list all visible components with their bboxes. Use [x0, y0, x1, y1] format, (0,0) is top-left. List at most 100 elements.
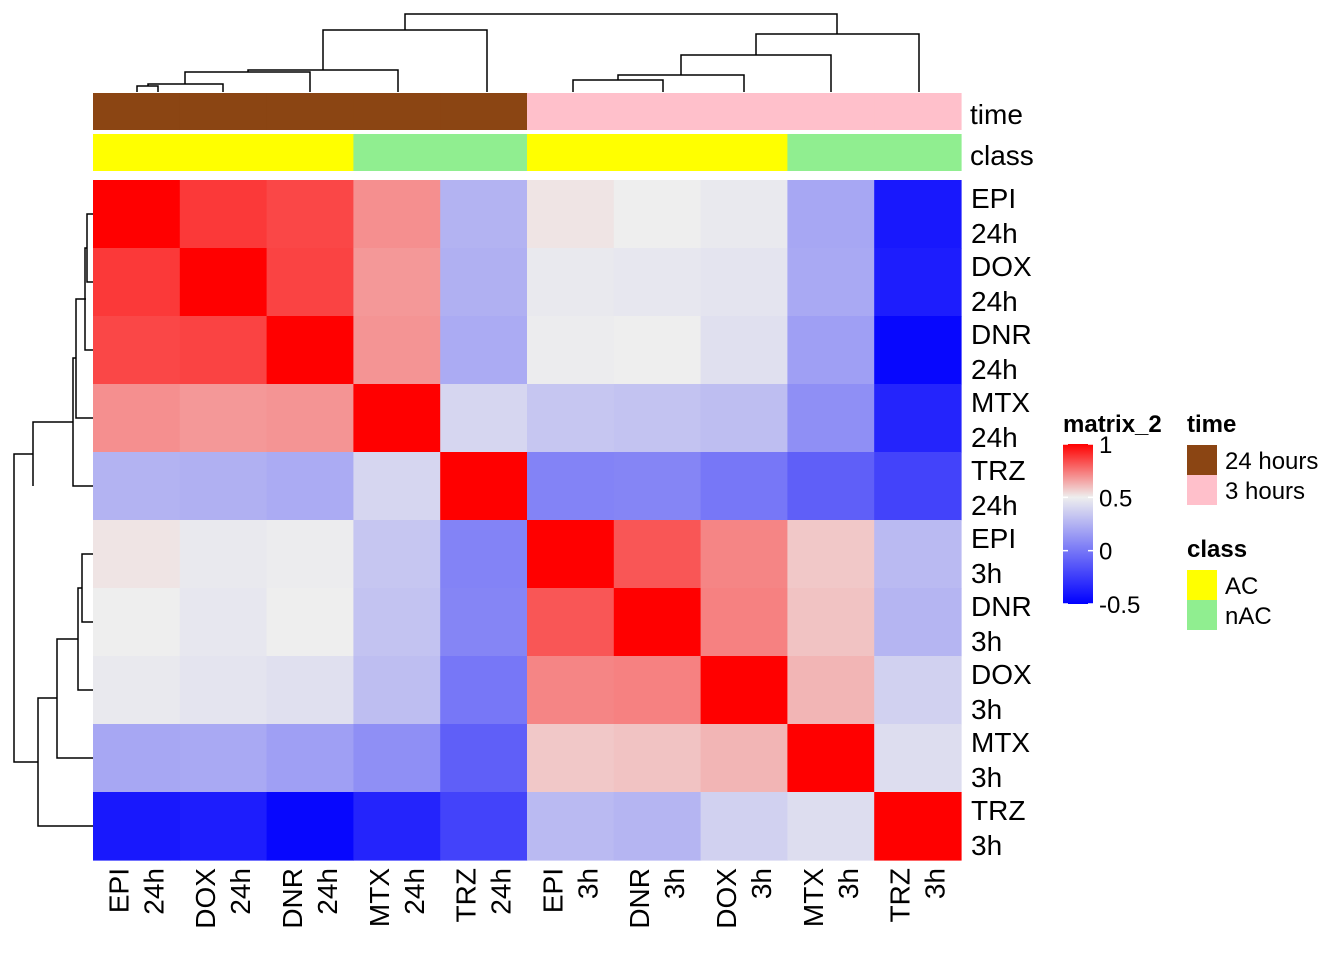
heatmap-cell	[179, 384, 268, 453]
dendrogram-branch	[136, 85, 159, 92]
heatmap-cell	[613, 452, 702, 521]
heatmap-cell	[179, 792, 268, 861]
heatmap-cell	[613, 792, 702, 861]
heatmap-cell	[700, 588, 788, 657]
dendrogram-branch	[755, 33, 920, 92]
column-label: 3h	[572, 868, 603, 899]
heatmap-cell	[613, 316, 702, 385]
heatmap-cell	[440, 656, 528, 725]
heatmap-cell	[700, 384, 788, 453]
heatmap-cell	[700, 316, 788, 385]
dendrogram-branch	[81, 553, 93, 623]
time-annotation-cell	[440, 93, 528, 130]
heatmap-cell	[266, 180, 354, 249]
heatmap-cell	[527, 724, 615, 793]
column-label: DNR	[624, 868, 655, 929]
row-label: 3h	[971, 558, 1002, 589]
heatmap-cell	[440, 180, 528, 249]
dendrogram-branch	[680, 54, 832, 92]
heatmap-cell	[613, 180, 702, 249]
dendrogram-branch	[184, 71, 311, 92]
dendrogram-branch	[572, 79, 664, 92]
heatmap-cell	[179, 724, 268, 793]
heatmap-cell	[353, 724, 441, 793]
dendrogram-branch	[404, 13, 838, 34]
heatmap-cell	[874, 384, 962, 453]
heatmap-cell	[266, 520, 354, 589]
time-legend-title: time	[1187, 411, 1236, 438]
column-label: 24h	[312, 868, 343, 915]
heatmap-cell	[527, 792, 615, 861]
row-label: 24h	[971, 422, 1018, 453]
legend-label: nAC	[1225, 603, 1272, 630]
heatmap-cell	[787, 724, 875, 793]
heatmap-cell	[787, 520, 875, 589]
row-label: 3h	[971, 694, 1002, 725]
column-dendrogram	[136, 13, 920, 92]
heatmap-cell	[93, 452, 181, 521]
heatmap-cell	[266, 792, 354, 861]
class-annotation-cell	[93, 134, 181, 171]
heatmap-cell	[266, 384, 354, 453]
heatmap-cell	[93, 180, 181, 249]
heatmap-cell	[613, 520, 702, 589]
column-labels: EPI 24h DOX 24h DNR 24h MTX 24h TRZ 24h EPI 3h DNR 3h…	[103, 868, 950, 929]
heatmap-cell	[787, 792, 875, 861]
row-label: 24h	[971, 218, 1018, 249]
time-annotation-cell	[527, 93, 615, 130]
class-annotation-cell	[179, 134, 268, 171]
heatmap-cell	[787, 248, 875, 317]
column-label: 3h	[920, 868, 951, 899]
dendrogram-branch	[32, 421, 73, 486]
heatmap-cell	[93, 792, 181, 861]
heatmap-cell	[179, 520, 268, 589]
column-label: MTX	[364, 868, 395, 927]
class-annotation-cell	[266, 134, 354, 171]
heatmap-cell	[787, 316, 875, 385]
heatmap-cell	[266, 656, 354, 725]
heatmap-cell	[700, 724, 788, 793]
heatmap-cell	[874, 180, 962, 249]
scale-tick-label: 0	[1099, 539, 1112, 566]
heatmap-cell	[179, 656, 268, 725]
dendrogram-branch	[84, 247, 93, 351]
dendrogram-branch	[77, 587, 93, 691]
heatmap-cell	[527, 452, 615, 521]
heatmap-cell	[613, 656, 702, 725]
heatmap-cell	[266, 248, 354, 317]
column-label: 24h	[486, 868, 517, 915]
heatmap-cell	[266, 588, 354, 657]
heatmap-cell	[527, 316, 615, 385]
dendrogram-branch	[37, 697, 93, 827]
column-label: 24h	[225, 868, 256, 915]
dendrogram-branch	[147, 83, 224, 92]
dendrogram-branch	[56, 638, 93, 759]
row-label: DOX	[971, 251, 1032, 282]
heatmap-cell	[440, 316, 528, 385]
heatmap-cell	[787, 452, 875, 521]
row-label: 3h	[971, 762, 1002, 793]
class-annotation-cell	[787, 134, 875, 171]
heatmap-cell	[353, 588, 441, 657]
column-label: 3h	[833, 868, 864, 899]
dendrogram-branch	[86, 213, 93, 283]
class-annotation-cell	[527, 134, 615, 171]
legend-label: 3 hours	[1225, 478, 1305, 505]
time-annotation-cell	[874, 93, 962, 130]
legend-swatch	[1187, 445, 1217, 475]
row-label: EPI	[971, 183, 1016, 214]
class-annotation-bar	[93, 134, 962, 171]
time-annotation-cell	[179, 93, 268, 130]
heatmap-cell	[93, 724, 181, 793]
time-annotation-bar	[93, 93, 962, 130]
heatmap-cell	[440, 452, 528, 521]
column-label: TRZ	[451, 868, 482, 922]
heatmap-cell	[613, 724, 702, 793]
dendrogram-branch	[13, 453, 38, 763]
column-label: MTX	[798, 868, 829, 927]
time-annotation-cell	[353, 93, 441, 130]
class-annotation-cell	[700, 134, 788, 171]
heatmap-cell	[613, 588, 702, 657]
heatmap-cell	[93, 248, 181, 317]
heatmap-cell	[179, 316, 268, 385]
